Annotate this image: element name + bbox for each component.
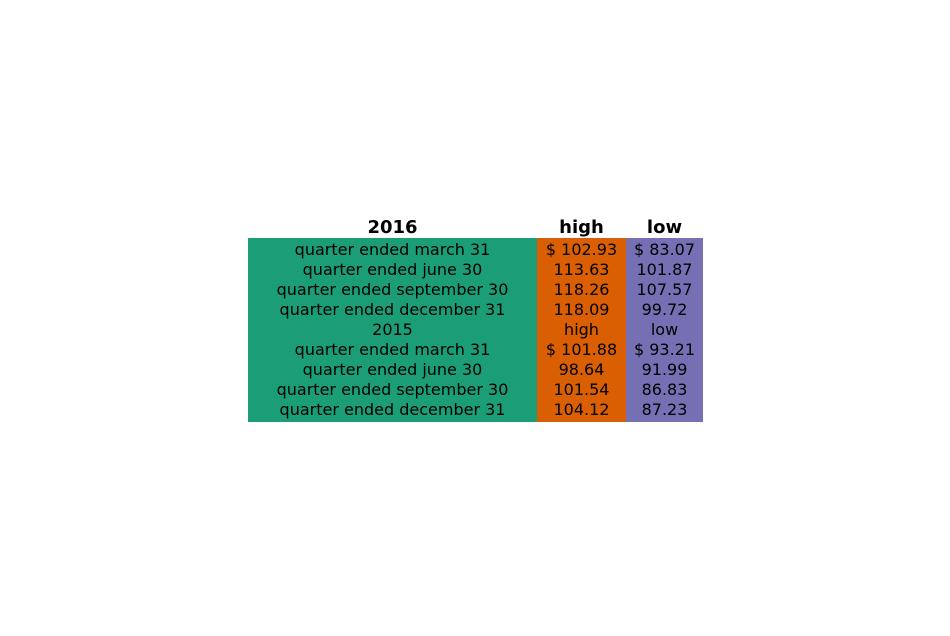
column-high: $ 102.93 113.63 118.26 118.09 high $ 101.88 98… bbox=[537, 238, 626, 422]
column-header-high: high bbox=[559, 216, 604, 238]
column-low: $ 83.07 101.87 107.57 99.72 low $ 93.21 91.99 8… bbox=[626, 238, 703, 422]
column-header-year: 2016 bbox=[367, 216, 418, 238]
table-cell: 118.26 bbox=[553, 280, 610, 299]
table-body: quarter ended march 31 quarter ended june… bbox=[248, 238, 703, 422]
column-label: quarter ended march 31 quarter ended june… bbox=[248, 238, 537, 422]
table-cell: 98.64 bbox=[558, 360, 605, 379]
table-cell: quarter ended december 31 bbox=[279, 400, 506, 419]
table-cell: 101.54 bbox=[553, 380, 610, 399]
table-cell: quarter ended march 31 bbox=[294, 340, 491, 359]
table-cell: quarter ended june 30 bbox=[302, 360, 483, 379]
table-cell: 107.57 bbox=[636, 280, 693, 299]
table-cell: 87.23 bbox=[641, 400, 688, 419]
table-cell: $ 102.93 bbox=[545, 240, 618, 259]
table-cell: $ 83.07 bbox=[633, 240, 696, 259]
data-table: 2016 high low quarter ended march 31 quar… bbox=[248, 216, 703, 422]
table-cell: quarter ended december 31 bbox=[279, 300, 506, 319]
table-cell: 99.72 bbox=[641, 300, 688, 319]
table-cell: 104.12 bbox=[553, 400, 610, 419]
table-cell: quarter ended september 30 bbox=[276, 280, 509, 299]
table-cell: 2015 bbox=[372, 320, 413, 339]
column-header-low: low bbox=[646, 216, 683, 238]
table-cell: 113.63 bbox=[553, 260, 610, 279]
table-cell: quarter ended september 30 bbox=[276, 380, 509, 399]
table-cell: high bbox=[564, 320, 599, 339]
table-cell: 86.83 bbox=[641, 380, 688, 399]
table-cell: 118.09 bbox=[553, 300, 610, 319]
table-cell: quarter ended march 31 bbox=[294, 240, 491, 259]
table-cell: $ 101.88 bbox=[545, 340, 618, 359]
table-cell: low bbox=[650, 320, 679, 339]
table-header-row: 2016 high low bbox=[248, 216, 703, 238]
table-cell: $ 93.21 bbox=[633, 340, 696, 359]
table-cell: quarter ended june 30 bbox=[302, 260, 483, 279]
table-cell: 101.87 bbox=[636, 260, 693, 279]
table-cell: 91.99 bbox=[641, 360, 688, 379]
